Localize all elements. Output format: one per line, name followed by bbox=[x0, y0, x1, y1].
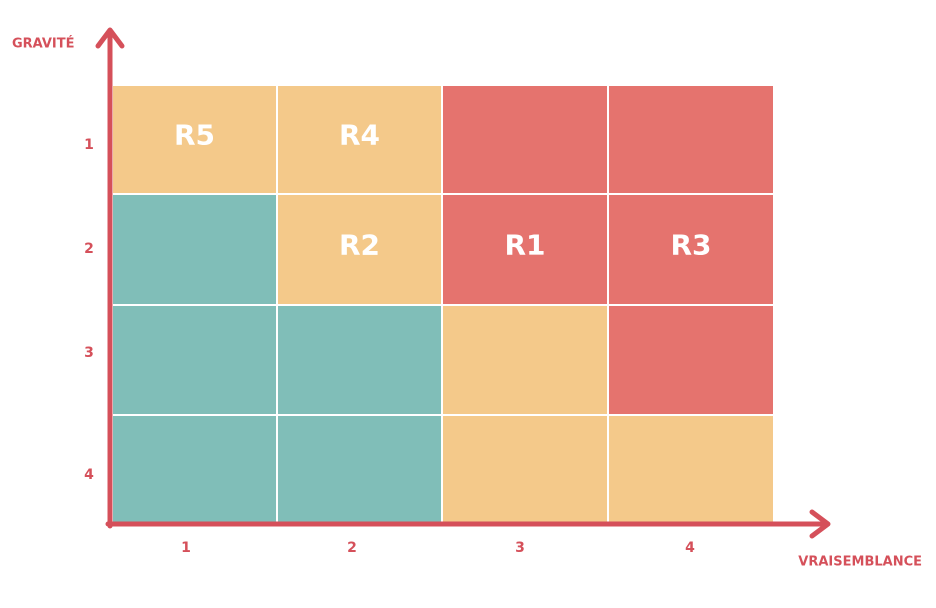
y-arrow bbox=[95, 27, 125, 49]
y-tick-label: 1 bbox=[84, 137, 94, 153]
y-tick-label: 3 bbox=[84, 345, 94, 361]
x-arrow bbox=[809, 509, 831, 539]
risk-label: R1 bbox=[504, 229, 545, 262]
matrix-cell bbox=[276, 414, 443, 525]
matrix-cell bbox=[111, 193, 278, 306]
risk-label: R4 bbox=[339, 119, 380, 152]
matrix-cell bbox=[441, 304, 609, 416]
x-axis-title: VRAISEMBLANCE bbox=[798, 555, 922, 570]
y-tick-label: 2 bbox=[84, 241, 94, 257]
x-tick-label: 1 bbox=[181, 540, 191, 556]
y-axis-title: GRAVITÉ bbox=[12, 36, 75, 52]
matrix-cell bbox=[441, 414, 609, 525]
axes bbox=[95, 27, 831, 539]
matrix-cell bbox=[111, 414, 278, 525]
matrix-cell bbox=[441, 193, 609, 306]
matrix-cell bbox=[607, 84, 775, 195]
matrix-cell bbox=[111, 304, 278, 416]
x-tick-label: 2 bbox=[347, 540, 357, 556]
y-tick-label: 4 bbox=[84, 467, 94, 483]
risk-label: R5 bbox=[174, 119, 215, 152]
matrix-cell bbox=[111, 84, 278, 195]
risk-label: R3 bbox=[670, 229, 711, 262]
matrix-cell bbox=[276, 84, 443, 195]
matrix-cell bbox=[607, 304, 775, 416]
x-tick-label: 4 bbox=[685, 540, 695, 556]
x-tick-label: 3 bbox=[515, 540, 525, 556]
matrix-cell bbox=[276, 193, 443, 306]
matrix-cell bbox=[276, 304, 443, 416]
matrix-cell bbox=[607, 414, 775, 525]
matrix-cell bbox=[441, 84, 609, 195]
risk-label: R2 bbox=[339, 229, 380, 262]
